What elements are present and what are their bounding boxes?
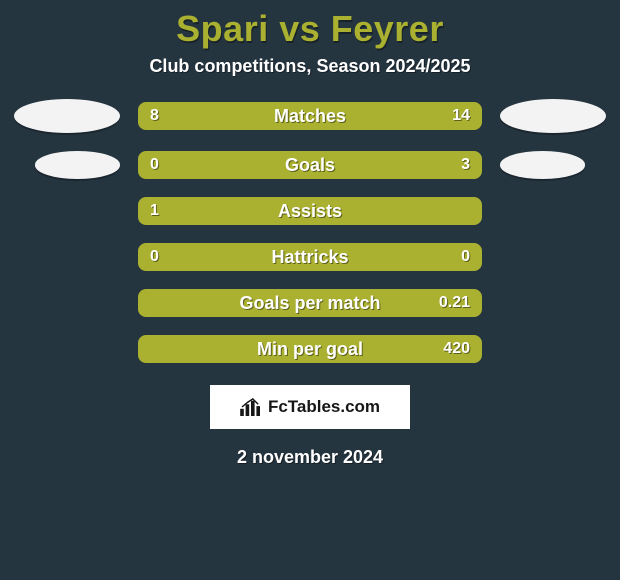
stat-value-left: 0 xyxy=(150,243,159,271)
stat-value-left: 0 xyxy=(150,151,159,179)
stat-value-right: 0 xyxy=(461,243,470,271)
stat-bar: Min per goal420 xyxy=(138,335,482,363)
stat-bar: Goals per match0.21 xyxy=(138,289,482,317)
stat-label: Matches xyxy=(138,102,482,130)
stat-label: Assists xyxy=(138,197,482,225)
stat-bar: Assists1 xyxy=(138,197,482,225)
stat-value-right: 3 xyxy=(461,151,470,179)
stat-row: Min per goal420 xyxy=(0,335,620,363)
subtitle: Club competitions, Season 2024/2025 xyxy=(0,56,620,77)
stat-value-right: 0.21 xyxy=(439,289,470,317)
stat-value-right: 14 xyxy=(452,102,470,130)
stat-value-left: 8 xyxy=(150,102,159,130)
stat-label: Hattricks xyxy=(138,243,482,271)
site-logo-text: FcTables.com xyxy=(268,397,380,417)
stat-bar: Goals0 3 xyxy=(138,151,482,179)
stat-label: Goals per match xyxy=(138,289,482,317)
stat-row: Goals per match0.21 xyxy=(0,289,620,317)
stat-value-left: 1 xyxy=(150,197,159,225)
stat-row: Hattricks0 0 xyxy=(0,243,620,271)
stat-value-right: 420 xyxy=(443,335,470,363)
stat-rows: Matches814Goals03Assists1Hattricks00Goal… xyxy=(0,99,620,363)
stat-row: Assists1 xyxy=(0,197,620,225)
stat-row: Matches8 14 xyxy=(0,99,620,133)
stat-bar: Hattricks0 0 xyxy=(138,243,482,271)
page-title: Spari vs Feyrer xyxy=(0,8,620,50)
comparison-card: Spari vs Feyrer Club competitions, Seaso… xyxy=(0,0,620,468)
player-badge-left xyxy=(14,99,120,133)
stat-label: Goals xyxy=(138,151,482,179)
player-badge-right xyxy=(500,99,606,133)
stat-row: Goals0 3 xyxy=(0,151,620,179)
player-badge-left xyxy=(35,151,120,178)
player-badge-right xyxy=(500,151,585,178)
bar-chart-icon xyxy=(240,398,262,416)
site-logo-badge[interactable]: FcTables.com xyxy=(210,385,410,429)
stat-bar: Matches8 14 xyxy=(138,102,482,130)
stat-label: Min per goal xyxy=(138,335,482,363)
footer-date: 2 november 2024 xyxy=(0,447,620,468)
